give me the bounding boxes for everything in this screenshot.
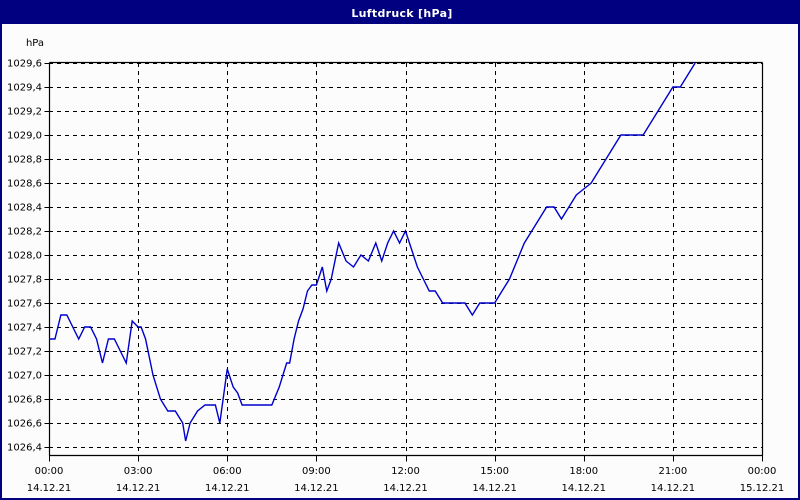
x-tick-time-label: 09:00 xyxy=(302,466,331,477)
x-tick-date-label: 14.12.21 xyxy=(27,483,72,494)
y-tick-label: 1028,6 xyxy=(7,179,42,190)
y-axis-tick-labels: 1026,4 1026,6 1026,8 1027,0 1027,2 1027,4 1027… xyxy=(7,59,42,454)
y-tick-label: 1027,6 xyxy=(7,299,42,310)
y-tick-label: 1028,8 xyxy=(7,155,42,166)
x-tick-time-label: 00:00 xyxy=(35,466,64,477)
x-tick-date-label: 14.12.21 xyxy=(651,483,696,494)
y-tick-label: 1027,0 xyxy=(7,371,42,382)
y-tick-label: 1028,2 xyxy=(7,227,42,238)
y-tick-label: 1027,2 xyxy=(7,347,42,358)
y-tick-label: 1028,4 xyxy=(7,203,42,214)
y-tick-label: 1026,6 xyxy=(7,419,42,430)
x-tick-time-label: 03:00 xyxy=(124,466,153,477)
x-axis-tick-labels: 00:00 14.12.21 03:00 14.12.21 06:00 14.12.21 0… xyxy=(27,466,785,494)
y-tick-label: 1028,0 xyxy=(7,251,42,262)
y-tick-label: 1026,8 xyxy=(7,395,42,406)
x-grid-lines xyxy=(138,63,674,455)
x-tick-date-label: 14.12.21 xyxy=(205,483,250,494)
grid-lines xyxy=(49,63,762,448)
x-tick-date-label: 14.12.21 xyxy=(116,483,161,494)
window-title-bar: Luftdruck [hPa] xyxy=(2,2,798,24)
axis-lines xyxy=(44,61,764,462)
x-tick-time-label: 06:00 xyxy=(213,466,242,477)
y-tick-label: 1027,8 xyxy=(7,275,42,286)
x-tick-time-label: 00:00 xyxy=(748,466,777,477)
x-tick-time-label: 15:00 xyxy=(480,466,509,477)
y-tick-label: 1029,0 xyxy=(7,131,42,142)
x-tick-date-label: 14.12.21 xyxy=(383,483,428,494)
x-tick-time-label: 12:00 xyxy=(391,466,420,477)
y-tick-label: 1029,4 xyxy=(7,83,42,94)
series-line-luftdruck xyxy=(49,62,696,442)
y-tick-label: 1029,2 xyxy=(7,107,42,118)
x-tick-date-label: 14.12.21 xyxy=(561,483,606,494)
data-series xyxy=(49,62,696,442)
x-tick-date-label: 14.12.21 xyxy=(294,483,339,494)
x-tick-date-label: 15.12.21 xyxy=(740,483,785,494)
y-axis-unit-label: hPa xyxy=(26,38,44,49)
y-tick-label: 1026,4 xyxy=(7,443,42,454)
x-tick-date-label: 14.12.21 xyxy=(472,483,517,494)
pressure-line-chart: 1026,4 1026,6 1026,8 1027,0 1027,2 1027,4 1027… xyxy=(7,38,785,494)
page-title: Luftdruck [hPa] xyxy=(351,6,453,20)
y-tick-label: 1029,6 xyxy=(7,59,42,70)
x-tick-time-label: 21:00 xyxy=(658,466,687,477)
x-tick-time-label: 18:00 xyxy=(569,466,598,477)
y-tick-label: 1027,4 xyxy=(7,323,42,334)
plot-area-container: 1026,4 1026,6 1026,8 1027,0 1027,2 1027,4 1027… xyxy=(2,24,798,498)
